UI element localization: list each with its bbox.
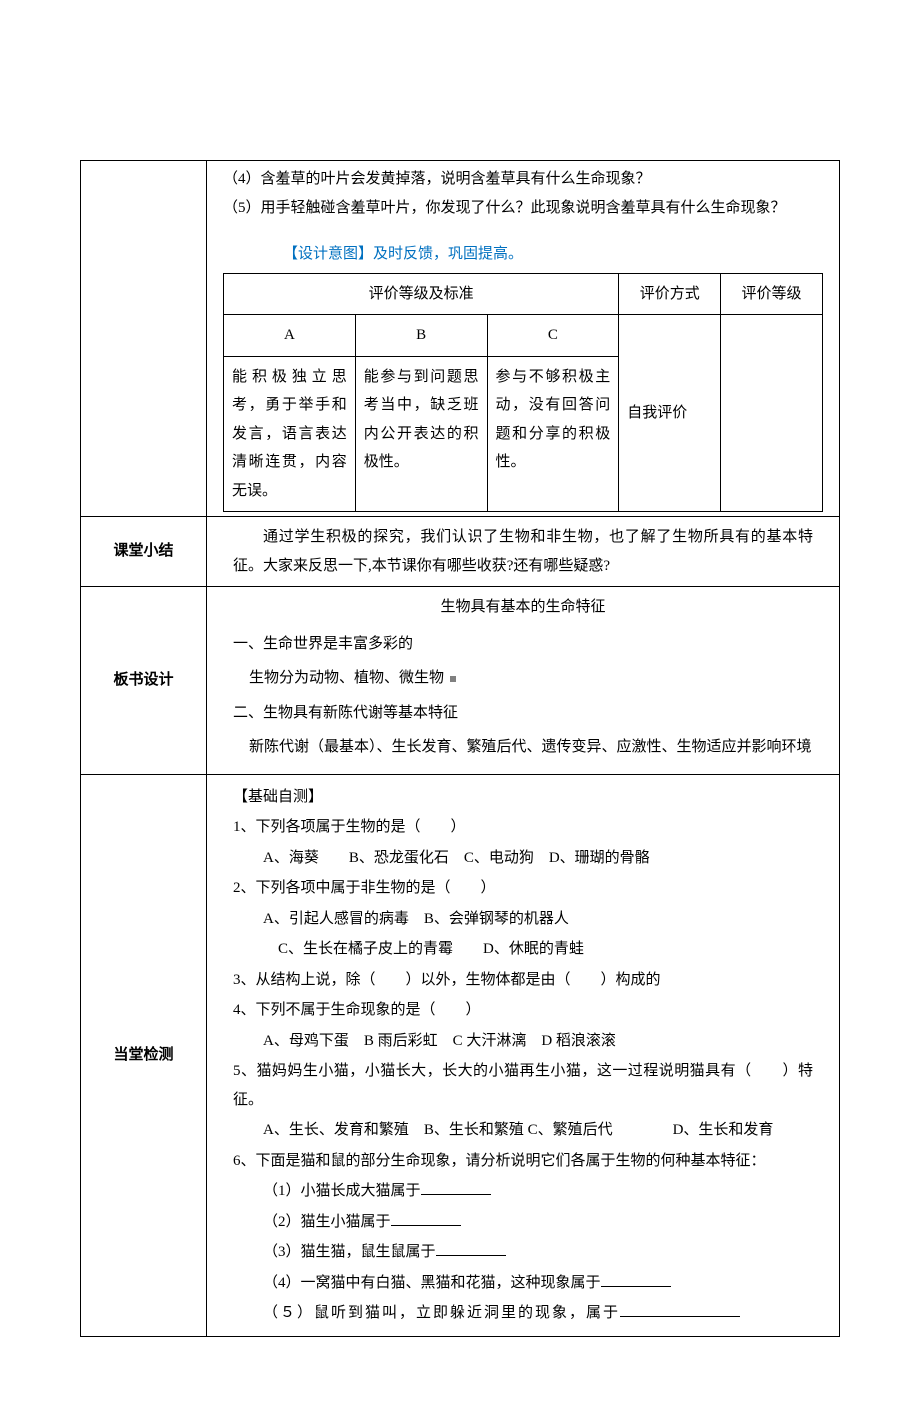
quiz-q1-opts: A、海葵 B、恐龙蛋化石 C、电动狗 D、珊瑚的骨骼 [263, 844, 813, 873]
blank-line [601, 1271, 671, 1287]
quiz-q2-opts-b: C、生长在橘子皮上的青霉 D、休眠的青蛙 [263, 935, 813, 964]
summary-cell: 通过学生积极的探究，我们认识了生物和非生物，也了解了生物所具有的基本特征。大家来… [207, 517, 840, 587]
quiz-q6-5-text: （５）鼠听到猫叫，立即躲近洞里的现象，属于 [263, 1305, 620, 1321]
quiz-label: 当堂检测 [81, 774, 207, 1336]
board-h1-sub: 生物分为动物、植物、微生物 [217, 664, 829, 693]
rubric-desc-b: 能参与到问题思考当中，缺乏班内公开表达的积极性。 [355, 356, 487, 512]
quiz-q6-3-text: （3）猫生猫，鼠生鼠属于 [263, 1244, 436, 1260]
quiz-q6-4-text: （4）一窝猫中有白猫、黑猫和花猫，这种现象属于 [263, 1275, 601, 1291]
rubric-header-method: 评价方式 [619, 273, 721, 315]
quiz-cell: 【基础自测】 1、下列各项属于生物的是（ ） A、海葵 B、恐龙蛋化石 C、电动… [207, 774, 840, 1336]
question-5: （5）用手轻触碰含羞草叶片，你发现了什么？此现象说明含羞草具有什么生命现象？ [207, 194, 839, 223]
quiz-section-title: 【基础自测】 [233, 783, 813, 812]
quiz-q5: 5、猫妈妈生小猫，小猫长大，长大的小猫再生小猫，这一过程说明猫具有（ ）特征。 [233, 1057, 813, 1114]
question-4: （4）含羞草的叶片会发黄掉落，说明含羞草具有什么生命现象？ [207, 165, 839, 194]
rubric-table: 评价等级及标准 评价方式 评价等级 A B C 自我评价 能积极独立思考，勇于举… [223, 273, 823, 513]
summary-label: 课堂小结 [81, 517, 207, 587]
blank-line [436, 1240, 506, 1256]
quiz-q6-5: （５）鼠听到猫叫，立即躲近洞里的现象，属于 [263, 1299, 813, 1328]
rubric-col-a: A [224, 315, 356, 357]
quiz-q5-opts: A、生长、发育和繁殖 B、生长和繁殖 C、繁殖后代 D、生长和发育 [263, 1116, 813, 1145]
quiz-q4: 4、下列不属于生命现象的是（ ） [233, 996, 813, 1025]
board-h1: 一、生命世界是丰富多彩的 [217, 630, 829, 659]
rubric-grade [721, 315, 823, 512]
board-h2-sub: 新陈代谢（最基本）、生长发育、繁殖后代、遗传变异、应激性、生物适应并影响环境 [217, 733, 829, 762]
rubric-desc-a: 能积极独立思考，勇于举手和发言，语言表达清晰连贯，内容无误。 [224, 356, 356, 512]
quiz-q6-2: （2）猫生小猫属于 [263, 1208, 813, 1237]
blank-line [620, 1301, 740, 1317]
blank-line [421, 1179, 491, 1195]
blank-line [391, 1210, 461, 1226]
quiz-q2-opts-a: A、引起人感冒的病毒 B、会弹钢琴的机器人 [263, 905, 813, 934]
quiz-q6: 6、下面是猫和鼠的部分生命现象，请分析说明它们各属于生物的何种基本特征： [233, 1147, 813, 1176]
top-content-cell: （4）含羞草的叶片会发黄掉落，说明含羞草具有什么生命现象？ （5）用手轻触碰含羞… [207, 161, 840, 517]
quiz-q6-3: （3）猫生猫，鼠生鼠属于 [263, 1238, 813, 1267]
quiz-q6-4: （4）一窝猫中有白猫、黑猫和花猫，这种现象属于 [263, 1269, 813, 1298]
summary-text: 通过学生积极的探究，我们认识了生物和非生物，也了解了生物所具有的基本特征。大家来… [217, 523, 829, 580]
lesson-plan-table: （4）含羞草的叶片会发黄掉落，说明含羞草具有什么生命现象？ （5）用手轻触碰含羞… [80, 160, 840, 1337]
empty-side-label [81, 161, 207, 517]
bullet-icon [450, 676, 456, 682]
board-label: 板书设计 [81, 587, 207, 775]
board-h1-sub-text: 生物分为动物、植物、微生物 [249, 670, 444, 686]
quiz-q4-opts: A、母鸡下蛋 B 雨后彩虹 C 大汗淋漓 D 稻浪滚滚 [263, 1027, 813, 1056]
rubric-header-criteria: 评价等级及标准 [224, 273, 619, 315]
board-h2: 二、生物具有新陈代谢等基本特征 [217, 699, 829, 728]
rubric-col-b: B [355, 315, 487, 357]
rubric-col-c: C [487, 315, 619, 357]
quiz-q6-1-text: （1）小猫长成大猫属于 [263, 1183, 421, 1199]
board-cell: 生物具有基本的生命特征 一、生命世界是丰富多彩的 生物分为动物、植物、微生物 二… [207, 587, 840, 775]
design-intent: 【设计意图】及时反馈，巩固提高。 [207, 240, 839, 269]
quiz-q2: 2、下列各项中属于非生物的是（ ） [233, 874, 813, 903]
board-title: 生物具有基本的生命特征 [217, 593, 829, 622]
quiz-q6-1: （1）小猫长成大猫属于 [263, 1177, 813, 1206]
rubric-method: 自我评价 [619, 315, 721, 512]
quiz-q1: 1、下列各项属于生物的是（ ） [233, 813, 813, 842]
quiz-q3: 3、从结构上说，除（ ）以外，生物体都是由（ ）构成的 [233, 966, 813, 995]
rubric-desc-c: 参与不够积极主动，没有回答问题和分享的积极性。 [487, 356, 619, 512]
quiz-q6-2-text: （2）猫生小猫属于 [263, 1214, 391, 1230]
rubric-header-grade: 评价等级 [721, 273, 823, 315]
